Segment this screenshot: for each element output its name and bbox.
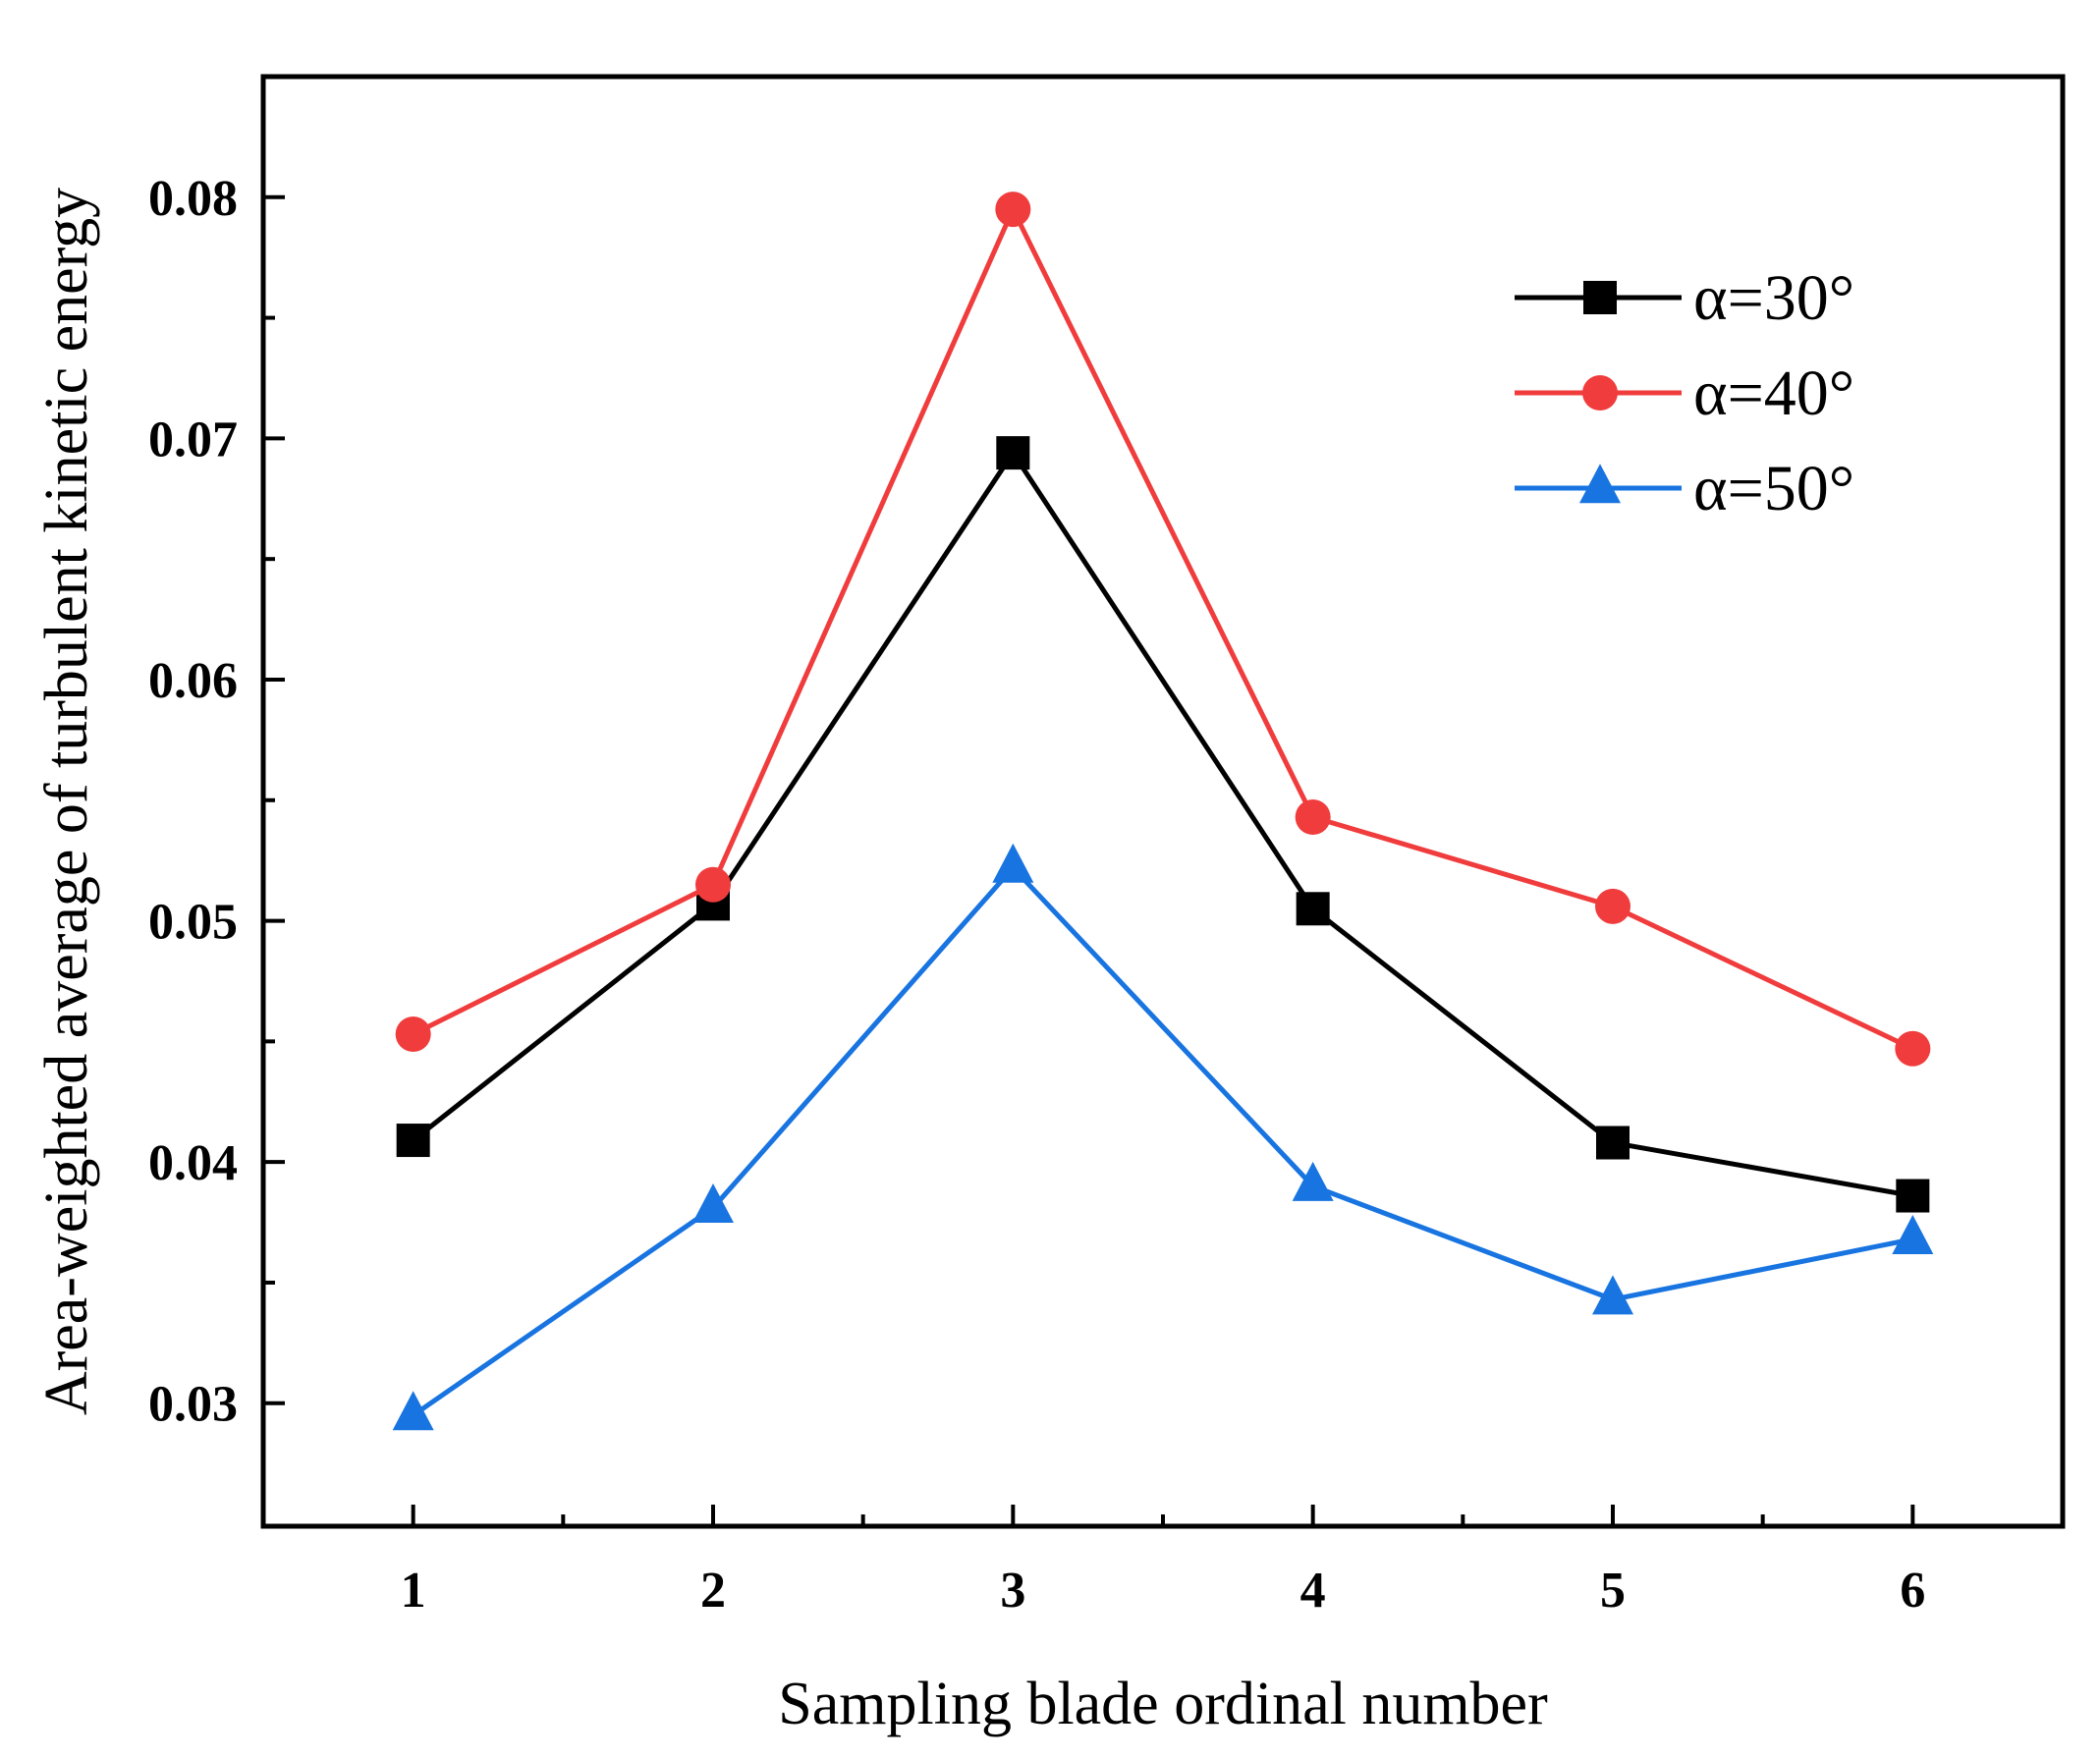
y-tick-label: 0.08 (148, 171, 238, 227)
data-point (1292, 1161, 1334, 1201)
legend-marker (1579, 464, 1621, 504)
x-tick-label: 5 (1600, 1563, 1626, 1619)
legend-item: α=50° (1515, 453, 1854, 524)
series-line (412, 203, 1914, 1051)
x-tick-label: 2 (700, 1563, 726, 1619)
legend-label: α=40° (1693, 357, 1854, 429)
series-line (412, 448, 1913, 1199)
data-point (395, 1016, 431, 1052)
data-point (692, 1183, 734, 1224)
data-point (392, 1391, 434, 1431)
legend-label: α=30° (1693, 262, 1854, 334)
y-axis-title: Area-weighted average of turbulent kinet… (33, 188, 100, 1415)
legend-item: α=40° (1515, 357, 1854, 429)
series-1 (396, 436, 1930, 1213)
data-point (1895, 1030, 1931, 1067)
legend-label: α=50° (1693, 453, 1854, 524)
series-2 (395, 192, 1931, 1067)
y-tick-label: 0.05 (148, 895, 238, 951)
legend-item: α=30° (1515, 262, 1854, 334)
series-3 (392, 843, 1934, 1431)
data-point (996, 436, 1030, 470)
data-point (995, 192, 1031, 228)
y-tick-label: 0.07 (148, 412, 238, 467)
data-point (695, 866, 731, 903)
series-layer (392, 192, 1934, 1431)
x-axis-title: Sampling blade ordinal number (778, 1671, 1548, 1737)
y-tick-label: 0.06 (148, 653, 238, 709)
x-tick-label: 6 (1900, 1563, 1925, 1619)
data-point (396, 1124, 430, 1158)
data-point (1896, 1179, 1930, 1213)
x-tick-label: 1 (401, 1563, 426, 1619)
series-line (412, 863, 1913, 1418)
data-point (992, 843, 1034, 883)
x-tick-label: 4 (1300, 1563, 1326, 1619)
data-point (1595, 888, 1630, 924)
x-axis-ticks: 1 2 3 4 5 6 (401, 1505, 1925, 1619)
legend-marker (1582, 375, 1618, 411)
data-point (1592, 1275, 1633, 1315)
y-tick-label: 0.03 (148, 1377, 238, 1433)
y-axis-ticks: 0.03 0.04 0.05 0.06 0.07 0.08 (148, 171, 285, 1433)
legend-marker (1583, 281, 1617, 314)
data-point (1295, 798, 1331, 835)
data-point (1596, 1126, 1630, 1160)
y-tick-label: 0.04 (148, 1135, 238, 1191)
data-point (1892, 1214, 1934, 1254)
data-point (1296, 892, 1330, 926)
x-tick-label: 3 (1000, 1563, 1025, 1619)
legend: α=30° α=40° α=50° (1515, 262, 1854, 524)
